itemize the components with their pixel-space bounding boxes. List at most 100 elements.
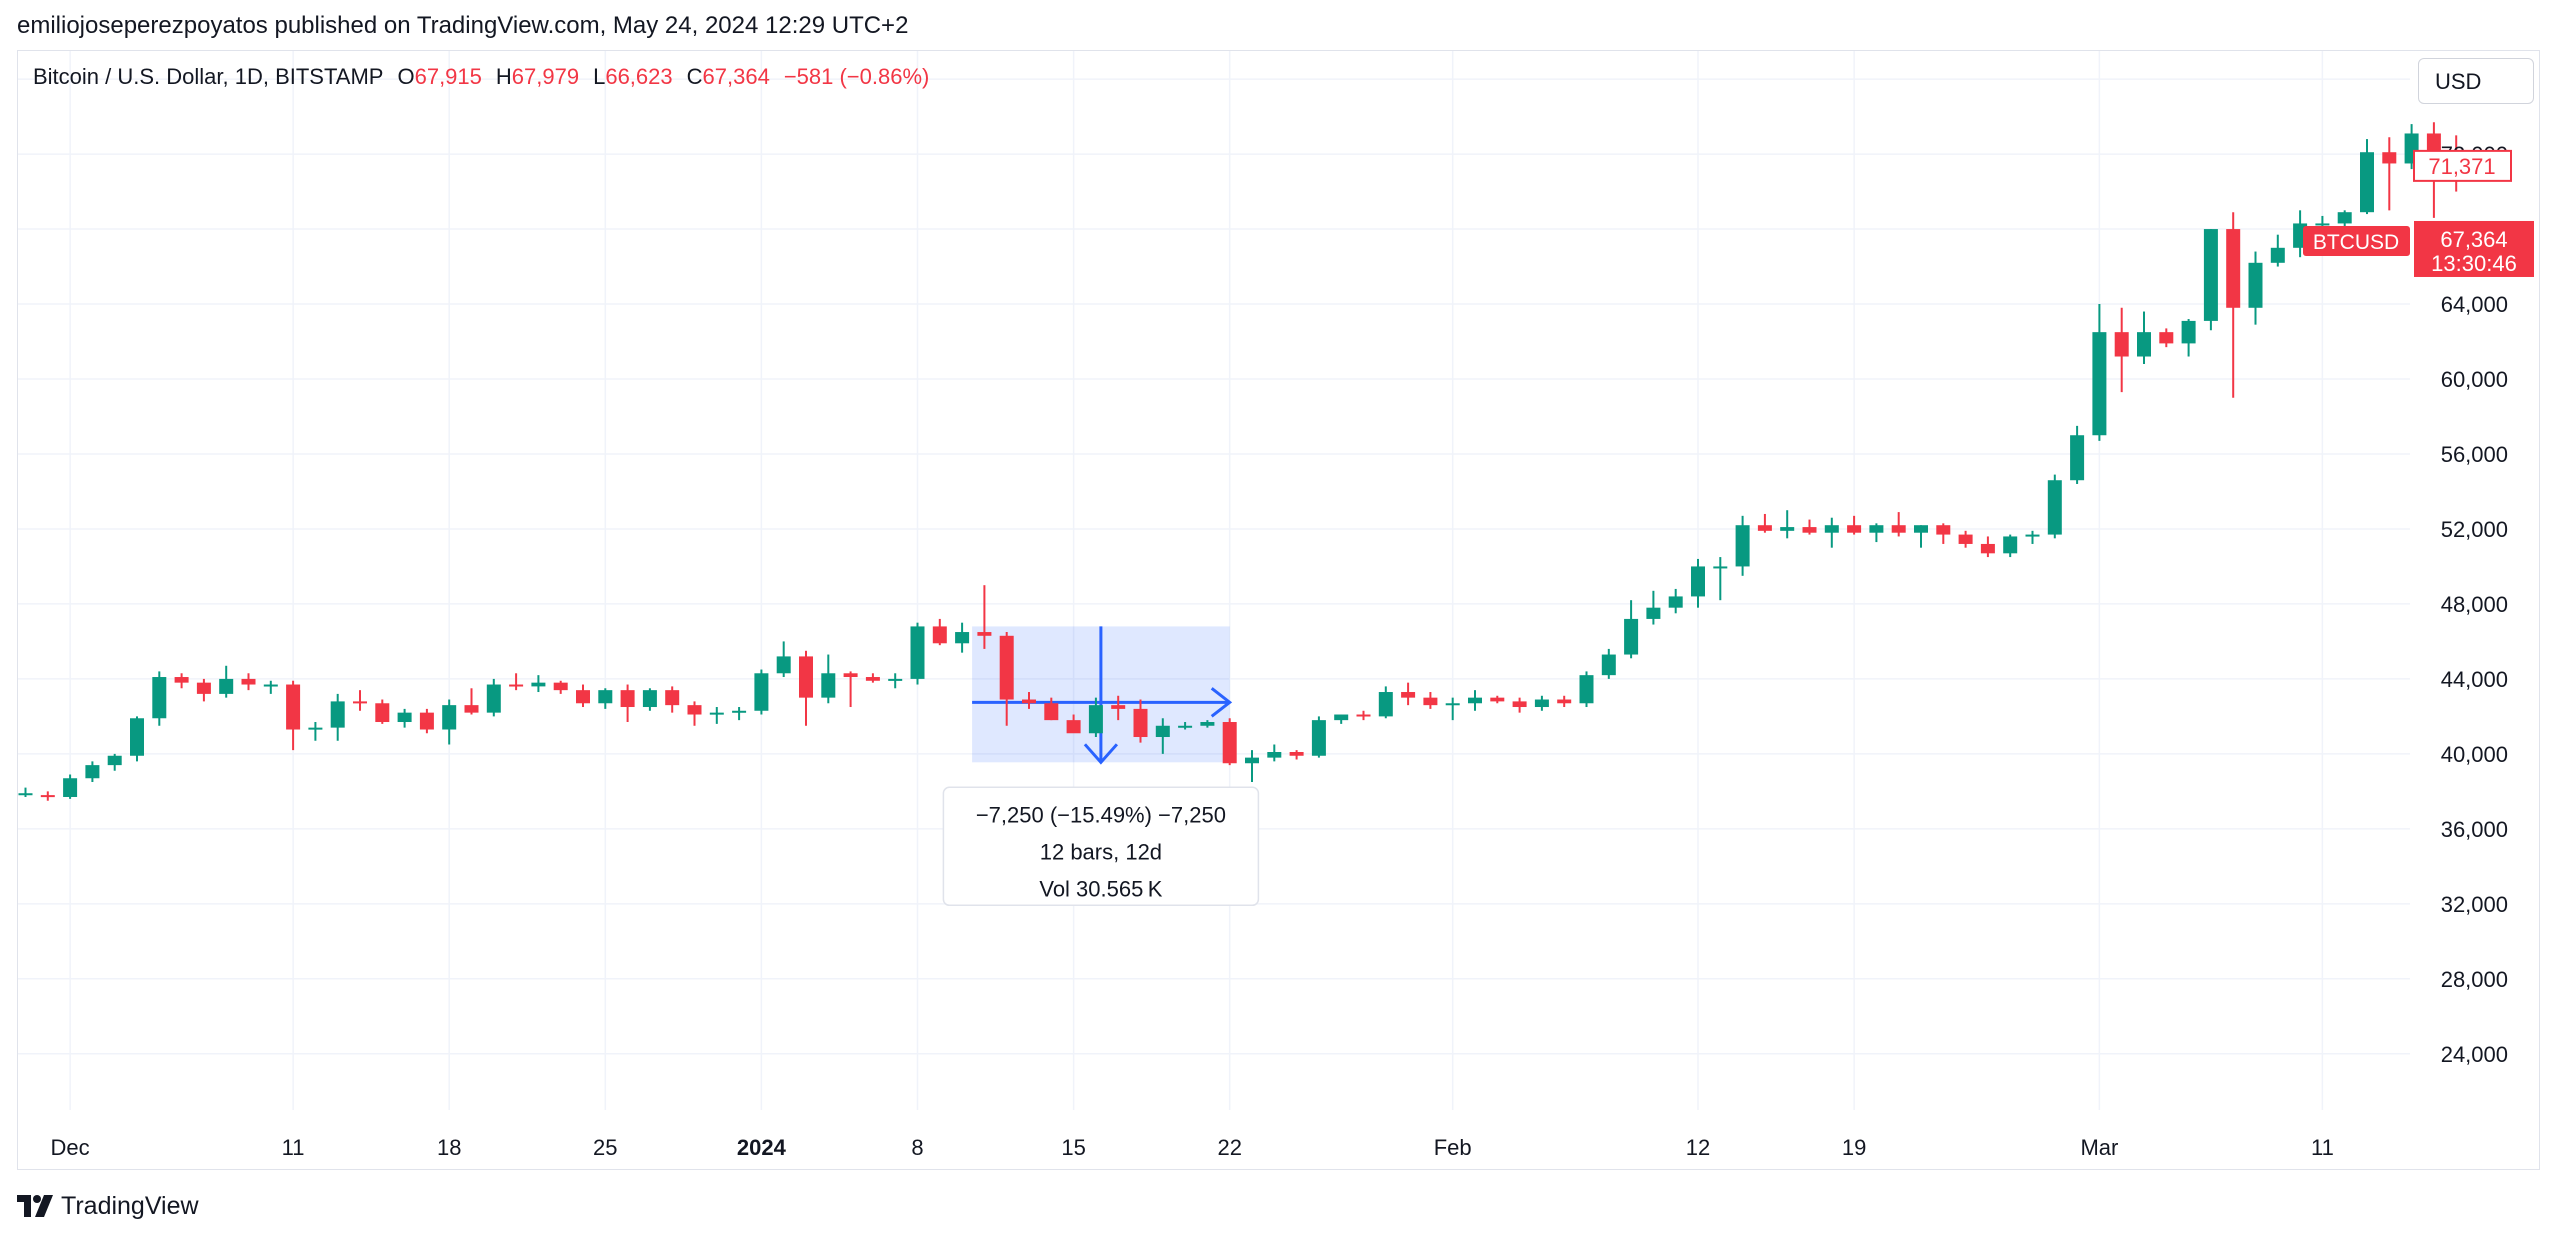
candle-body bbox=[1691, 566, 1705, 597]
candle-body bbox=[1980, 543, 1995, 554]
candle-body bbox=[509, 684, 524, 687]
candle-body bbox=[598, 690, 613, 704]
candle-body bbox=[1624, 618, 1639, 655]
date-price-range-tool[interactable]: −7,250 (−15.49%) −7,250 12 bars, 12d Vol 3… bbox=[942, 626, 1260, 907]
candle-body bbox=[1802, 527, 1817, 533]
candle bbox=[999, 632, 1014, 726]
candle bbox=[397, 708, 412, 728]
measure-info-box bbox=[942, 786, 1260, 907]
candle-body bbox=[687, 705, 702, 715]
measure-info-line-1: −7,250 (−15.49%) −7,250 bbox=[976, 802, 1226, 827]
candle-body bbox=[1289, 752, 1304, 756]
candle-body bbox=[330, 701, 345, 728]
candle-body bbox=[397, 712, 412, 723]
currency-button[interactable]: USD bbox=[2418, 58, 2534, 104]
candle bbox=[486, 678, 501, 717]
candle bbox=[353, 690, 367, 711]
candle-body bbox=[2270, 247, 2285, 263]
candle-body bbox=[2047, 480, 2062, 535]
candle-body bbox=[1824, 525, 1839, 533]
candle bbox=[598, 688, 613, 709]
candle bbox=[1624, 600, 1639, 659]
candle bbox=[1088, 697, 1103, 738]
candle-body bbox=[219, 678, 234, 694]
candle-body bbox=[2226, 229, 2241, 308]
candle bbox=[2025, 530, 2040, 544]
candle bbox=[1958, 530, 1973, 548]
y-tick-label: 56,000 bbox=[2441, 442, 2508, 467]
x-tick-label: 15 bbox=[1061, 1135, 1085, 1160]
candle bbox=[709, 707, 724, 724]
candle-body bbox=[152, 677, 167, 719]
candle bbox=[196, 678, 211, 702]
y-tick-label: 28,000 bbox=[2441, 967, 2508, 992]
candle bbox=[2337, 210, 2352, 230]
candle bbox=[1066, 714, 1081, 734]
candle bbox=[1155, 718, 1170, 754]
candle bbox=[776, 641, 791, 678]
candle bbox=[821, 654, 836, 704]
candle-body bbox=[174, 677, 189, 683]
candle bbox=[1222, 718, 1237, 766]
candle bbox=[531, 675, 546, 693]
candle bbox=[1289, 750, 1304, 760]
candle bbox=[2159, 328, 2174, 348]
candle bbox=[1980, 536, 1995, 558]
candle-body bbox=[932, 626, 947, 644]
close-value: 67,364 bbox=[702, 64, 770, 89]
candle-body bbox=[732, 710, 747, 713]
candle-body bbox=[776, 656, 791, 674]
candle-body bbox=[1891, 525, 1906, 533]
y-tick-label: 44,000 bbox=[2441, 667, 2508, 692]
candle bbox=[1557, 695, 1572, 708]
candle-body bbox=[2382, 152, 2397, 164]
candle-body bbox=[999, 635, 1014, 700]
candle-body bbox=[1936, 525, 1951, 535]
candle-body bbox=[843, 673, 858, 678]
chart-frame bbox=[17, 50, 2540, 1170]
candle bbox=[576, 684, 590, 708]
candle bbox=[1111, 695, 1126, 721]
candle bbox=[286, 680, 301, 751]
candle-body bbox=[888, 678, 903, 681]
x-tick-label: 8 bbox=[911, 1135, 923, 1160]
candle-body bbox=[642, 690, 657, 708]
tradingview-logo[interactable]: TradingView bbox=[17, 1190, 199, 1222]
bar-countdown: 13:30:46 bbox=[2431, 251, 2517, 276]
candle bbox=[888, 673, 903, 689]
candle-body bbox=[419, 712, 434, 730]
candle-body bbox=[1490, 697, 1505, 702]
high-label: H bbox=[495, 64, 512, 89]
candle-body bbox=[1601, 654, 1616, 676]
symbol-tag bbox=[2303, 225, 2410, 256]
candle-body bbox=[2248, 262, 2263, 308]
candle-body bbox=[130, 718, 144, 756]
candle bbox=[1780, 510, 1795, 539]
candle bbox=[1668, 588, 1683, 614]
candle-body bbox=[107, 755, 122, 766]
x-tick-label: 25 bbox=[593, 1135, 617, 1160]
x-tick-label: Dec bbox=[51, 1135, 90, 1160]
change-value: −581 (−0.86%) bbox=[783, 64, 930, 89]
candle-body bbox=[754, 673, 769, 711]
candle bbox=[2003, 534, 2018, 558]
candle-body bbox=[1200, 722, 1215, 726]
candle-body bbox=[286, 684, 301, 730]
candle-body bbox=[442, 705, 457, 730]
candle-body bbox=[1445, 703, 1460, 706]
x-tick-label: 12 bbox=[1686, 1135, 1710, 1160]
candle bbox=[2360, 139, 2374, 215]
open-value: 67,915 bbox=[414, 64, 482, 89]
candle bbox=[174, 673, 189, 689]
candle-body bbox=[1468, 697, 1482, 704]
candle-body bbox=[2360, 152, 2374, 213]
candle-body bbox=[576, 690, 590, 704]
candle bbox=[2382, 137, 2397, 211]
candle-body bbox=[1334, 714, 1349, 721]
symbol-tag-label: BTCUSD bbox=[2313, 231, 2399, 254]
candle bbox=[152, 671, 167, 726]
candle-body bbox=[1111, 705, 1126, 709]
candle bbox=[442, 699, 457, 745]
